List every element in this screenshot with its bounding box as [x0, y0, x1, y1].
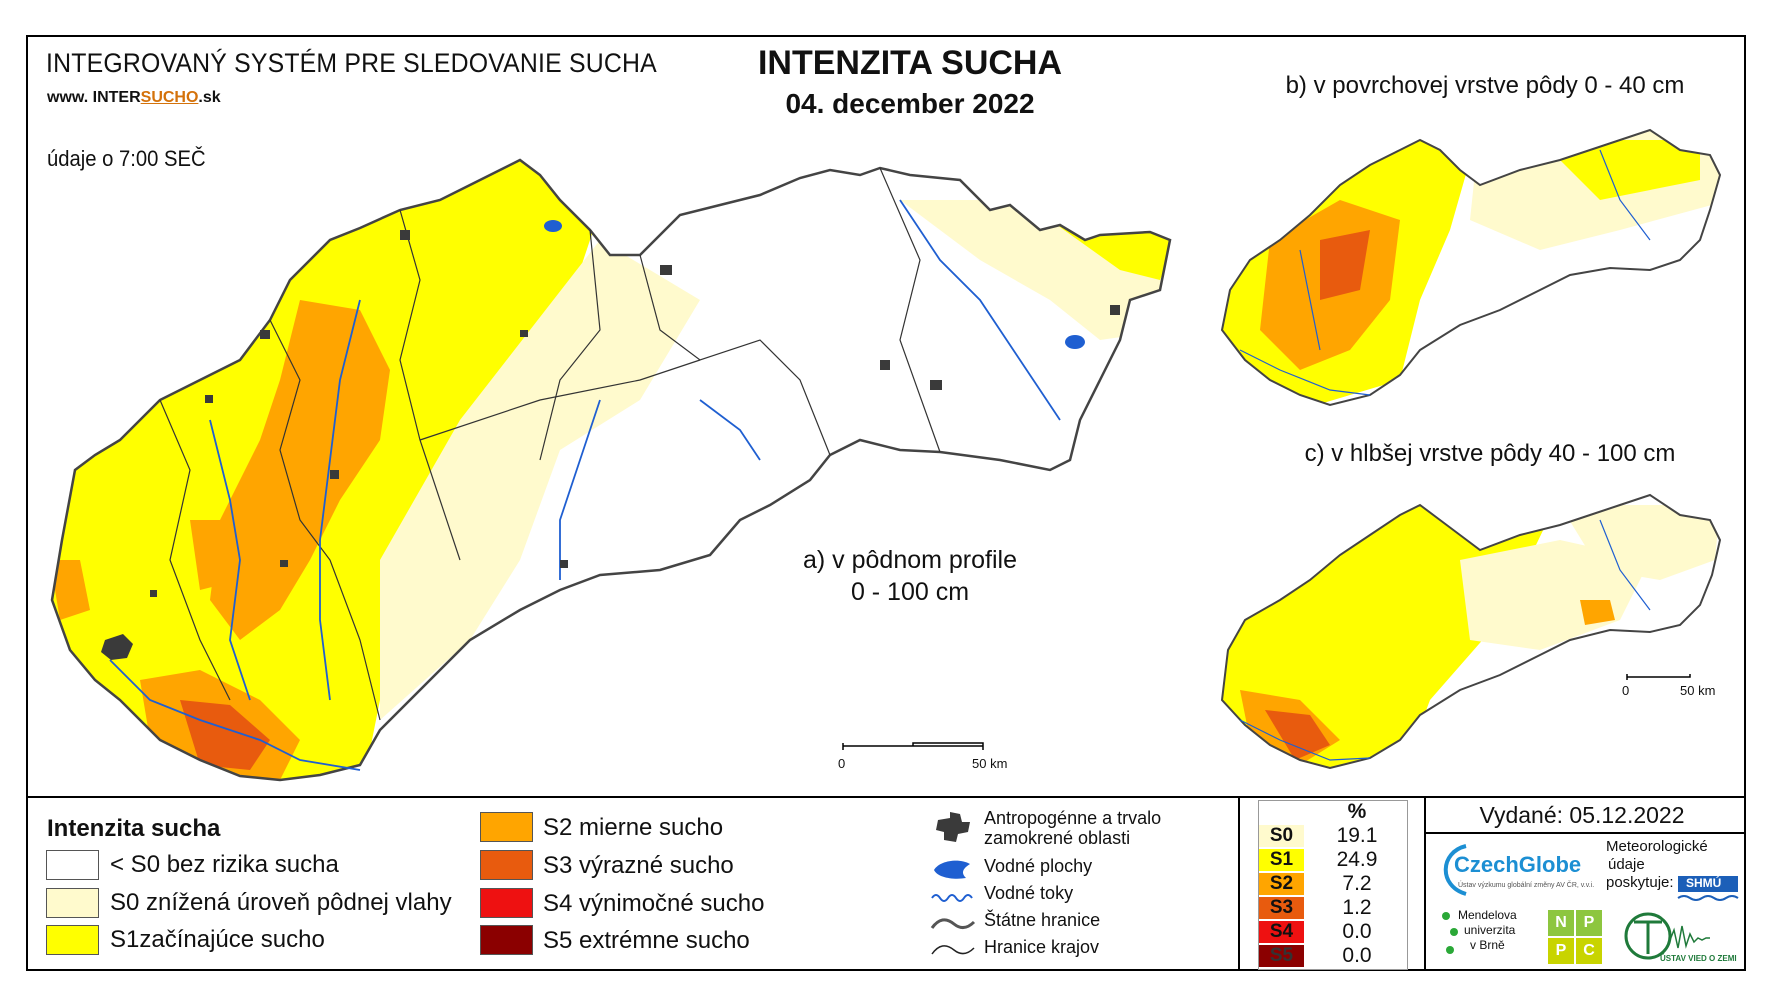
- symbol-state-border-label: Štátne hranice: [984, 910, 1101, 930]
- percent-value-s1: 24.9: [1336, 848, 1378, 871]
- page-title: INTENZITA SUCHA: [757, 44, 1063, 82]
- map-b-caption: b) v povrchovej vrstve pôdy 0 - 40 cm: [1285, 72, 1685, 99]
- legend-swatch-s4: [480, 888, 533, 918]
- nppc-logo: N P P C: [1548, 910, 1604, 966]
- percent-code-s1: S1: [1259, 849, 1304, 871]
- percent-value-s0: 19.1: [1336, 824, 1378, 847]
- mendel-logo: Mendelova univerzita v Brně: [1442, 908, 1517, 954]
- symbol-water-label: Vodné plochy: [984, 856, 1093, 876]
- region-border-icon: [931, 945, 975, 955]
- legend-label-s2: S2 mierne sucho: [543, 814, 724, 841]
- scale-end-main: 50 km: [972, 756, 1008, 771]
- nppc-letter-c: C: [1576, 938, 1602, 964]
- legend-swatch-s0: [46, 888, 99, 918]
- map-c-caption: c) v hlbšej vrstve pôdy 40 - 100 cm: [1304, 440, 1676, 467]
- issued-divider: [1424, 832, 1746, 834]
- percent-value-s5: 0.0: [1342, 944, 1372, 967]
- legend-label-s0: S0 znížená úroveň pôdnej vlahy: [110, 889, 452, 916]
- legend-label-s3: S3 výrazné sucho: [543, 852, 734, 879]
- nppc-letter-p1: P: [1576, 910, 1602, 936]
- uvz-logo: ÚSTAV VIED O ZEMI: [1620, 906, 1738, 968]
- meteo-provider-text: Meteorologické údaje poskytuje:: [1606, 838, 1708, 892]
- scale-end-c: 50 km: [1680, 683, 1716, 698]
- state-border-icon: [930, 918, 976, 929]
- percent-code-s5: S5: [1259, 945, 1304, 967]
- percent-code-s3: S3: [1259, 897, 1304, 919]
- legend-label-s4: S4 výnimočné sucho: [543, 890, 765, 917]
- legend-swatch-s5: [480, 925, 533, 955]
- shmu-logo: SHMÚ: [1676, 870, 1740, 906]
- symbol-region-border-label: Hranice krajov: [984, 937, 1100, 957]
- symbol-river-label: Vodné toky: [984, 883, 1074, 903]
- czechglobe-subtitle: Ústav výzkumu globální změny AV ČR, v.v.…: [1458, 882, 1595, 889]
- scale-zero-main: 0: [838, 756, 846, 771]
- system-title: INTEGROVANÝ SYSTÉM PRE SLEDOVANIE SUCHA: [46, 48, 657, 78]
- urban-area-icon: [936, 812, 970, 842]
- shmu-wave-icon: [1677, 876, 1739, 901]
- meteo-line1: Meteorologické: [1606, 838, 1708, 855]
- legend-swatch-s3: [480, 850, 533, 880]
- issued-date: Vydané: 05.12.2022: [1479, 802, 1685, 828]
- legend-title: Intenzita sucha: [47, 815, 221, 842]
- legend-vertical-divider-1: [1238, 796, 1240, 971]
- map-a-caption-line1: a) v pôdnom profile: [802, 546, 1017, 574]
- mendel-line3: v Brně: [1470, 938, 1505, 952]
- legend-label-s1: S1začínajúce sucho: [110, 926, 325, 953]
- percent-code-s2: S2: [1259, 873, 1304, 895]
- mendel-line1: Mendelova: [1458, 908, 1517, 922]
- meteo-line3: poskytuje:: [1606, 874, 1674, 891]
- percent-value-s2: 7.2: [1342, 872, 1372, 895]
- legend-swatch-s1: [46, 925, 99, 955]
- mendel-line2: univerzita: [1464, 923, 1516, 937]
- website-link[interactable]: www. INTERSUCHO.sk: [47, 89, 221, 106]
- uvz-name: ÚSTAV VIED O ZEMI: [1660, 954, 1737, 963]
- river-icon: [931, 894, 973, 902]
- percent-code-s0: S0: [1259, 825, 1304, 847]
- percent-value-s3: 1.2: [1342, 896, 1372, 919]
- legend-swatch-s2: [480, 812, 533, 842]
- legend-label-no-risk: < S0 bez rizika sucha: [110, 851, 339, 878]
- legend-swatch-no-risk: [46, 850, 99, 880]
- uvz-seismograph-icon: [1624, 912, 1710, 960]
- symbol-urban-label: Antropogénne a trvalo zamokrené oblasti: [984, 808, 1162, 848]
- data-time-note: údaje o 7:00 SEČ: [47, 146, 206, 171]
- mendel-dots-icon: [1442, 912, 1458, 954]
- percent-value-s4: 0.0: [1342, 920, 1372, 943]
- meteo-line2: údaje: [1608, 856, 1645, 873]
- czechglobe-name: CzechGlobe: [1454, 852, 1582, 877]
- percent-table: % S0 19.1 S1 24.9 S2 7.2 S3 1.2 S4 0.0 S5 0.0: [1258, 800, 1408, 970]
- czechglobe-swoosh-icon: [1443, 844, 1467, 896]
- percent-header: %: [1347, 800, 1367, 823]
- scale-zero-c: 0: [1622, 683, 1630, 698]
- legend-vertical-divider-2: [1424, 796, 1426, 971]
- czechglobe-logo: CzechGlobe Ústav výzkumu globální změny …: [1436, 838, 1596, 900]
- nppc-letter-n: N: [1548, 910, 1574, 936]
- legend-label-s5: S5 extrémne sucho: [543, 927, 750, 954]
- percent-code-s4: S4: [1259, 921, 1304, 943]
- shmu-label: SHMÚ: [1686, 876, 1722, 890]
- nppc-letter-p2: P: [1548, 938, 1574, 964]
- water-body-icon: [934, 860, 970, 879]
- map-a-caption-line2: 0 - 100 cm: [850, 578, 970, 606]
- page-date: 04. december 2022: [785, 88, 1035, 119]
- symbols-legend-icons: [930, 812, 976, 955]
- legend-divider: [26, 796, 1746, 798]
